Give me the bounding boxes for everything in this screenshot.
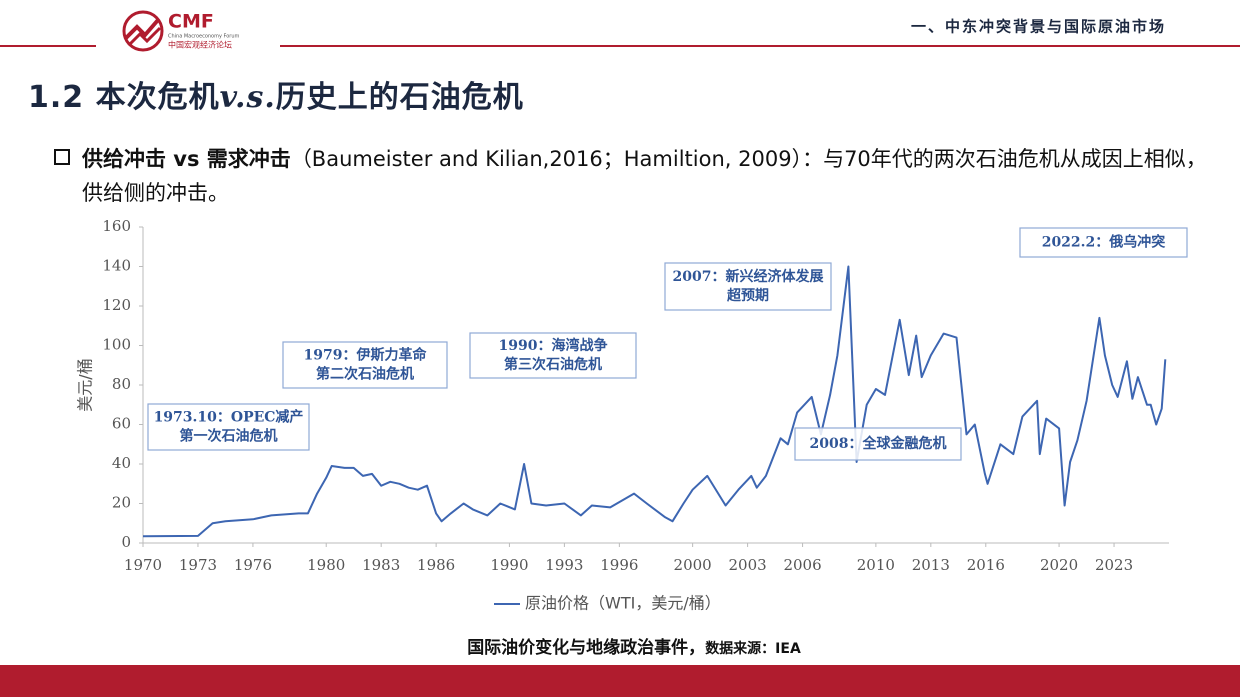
y-tick-label: 120 xyxy=(102,296,131,314)
bullet: 供给冲击 vs 需求冲击（Baumeister and Kilian,2016；… xyxy=(54,142,1212,210)
y-tick-label: 20 xyxy=(112,494,131,512)
y-tick-label: 160 xyxy=(102,217,131,235)
x-tick-label: 1983 xyxy=(362,556,400,574)
annotation-text: 第二次石油危机 xyxy=(316,366,414,383)
title-italic: v.s. xyxy=(219,80,276,115)
x-tick-label: 1970 xyxy=(124,556,162,574)
price-line xyxy=(142,265,1167,538)
annotation-box xyxy=(282,341,448,389)
annotation-box xyxy=(1019,227,1188,258)
x-tick-label: 1973 xyxy=(179,556,217,574)
logo-icon xyxy=(122,10,164,52)
y-tick-label: 40 xyxy=(112,454,131,472)
annotation-box xyxy=(664,262,832,311)
annotation-text: 1973.10：OPEC减产 xyxy=(154,409,304,426)
slide-title: 1.2 本次危机v.s.历史上的石油危机 xyxy=(28,72,524,116)
x-tick-label: 2016 xyxy=(967,556,1005,574)
x-tick-label: 1986 xyxy=(417,556,455,574)
x-tick-label: 2023 xyxy=(1095,556,1133,574)
y-tick-label: 140 xyxy=(102,257,131,275)
annotation-box xyxy=(794,427,962,461)
caption-bold: 国际油价变化与地缘政治事件， xyxy=(467,638,706,658)
annotation-box xyxy=(147,403,310,451)
bullet-bold: 供给冲击 vs 需求冲击 xyxy=(82,147,291,171)
y-axis-label: 美元/桶 xyxy=(76,358,95,411)
y-tick-label: 60 xyxy=(112,415,131,433)
chart: 0 20 40 60 80 100 120 140 160 1970 1973 1976 1980 198… xyxy=(76,217,1188,613)
section-title: 一、中东冲突背景与国际原油市场 xyxy=(911,18,1166,36)
caption: 国际油价变化与地缘政治事件，数据来源：IEA xyxy=(0,633,1240,658)
y-tick-label: 100 xyxy=(102,336,131,354)
y-tick-label: 0 xyxy=(121,533,131,551)
annotation-text: 2007：新兴经济体发展 xyxy=(673,268,824,285)
annotation-text: 1979：伊斯力革命 xyxy=(304,347,428,364)
bullet-text: （Baumeister and Kilian,2016；Hamiltion, 2… xyxy=(82,147,1207,205)
y-tick-label: 80 xyxy=(112,375,131,393)
x-tick-label: 1990 xyxy=(490,556,528,574)
caption-source: 数据来源：IEA xyxy=(705,641,801,657)
x-tick-label: 2003 xyxy=(729,556,767,574)
x-tick-label: 1980 xyxy=(307,556,345,574)
logo-cn: 中国宏观经济论坛 xyxy=(168,40,232,50)
annotation-text: 超预期 xyxy=(726,287,769,304)
title-text: 1.2 本次危机 xyxy=(28,80,220,115)
annotation-text: 第一次石油危机 xyxy=(180,428,278,445)
logo-text: CMF xyxy=(168,11,214,33)
x-tick-label: 2000 xyxy=(674,556,712,574)
x-tick-label: 1993 xyxy=(545,556,583,574)
x-tick-label: 2006 xyxy=(783,556,821,574)
annotation-box xyxy=(469,332,637,379)
legend-label: 原油价格（WTI，美元/桶） xyxy=(525,594,721,613)
x-tick-label: 2020 xyxy=(1040,556,1078,574)
annotation-text: 第三次石油危机 xyxy=(504,356,602,373)
annotation-text: 1990：海湾战争 xyxy=(499,337,608,354)
footer-bar xyxy=(0,665,1240,697)
title-text: 历史上的石油危机 xyxy=(275,80,524,115)
annotation-text: 2008：全球金融危机 xyxy=(810,435,947,452)
x-tick-label: 2013 xyxy=(912,556,950,574)
x-tick-label: 1976 xyxy=(234,556,272,574)
x-tick-label: 2010 xyxy=(857,556,895,574)
logo-en: China Macroeconomy Forum xyxy=(168,34,240,40)
annotation-text: 2022.2：俄乌冲突 xyxy=(1042,234,1166,251)
x-tick-label: 1996 xyxy=(600,556,638,574)
